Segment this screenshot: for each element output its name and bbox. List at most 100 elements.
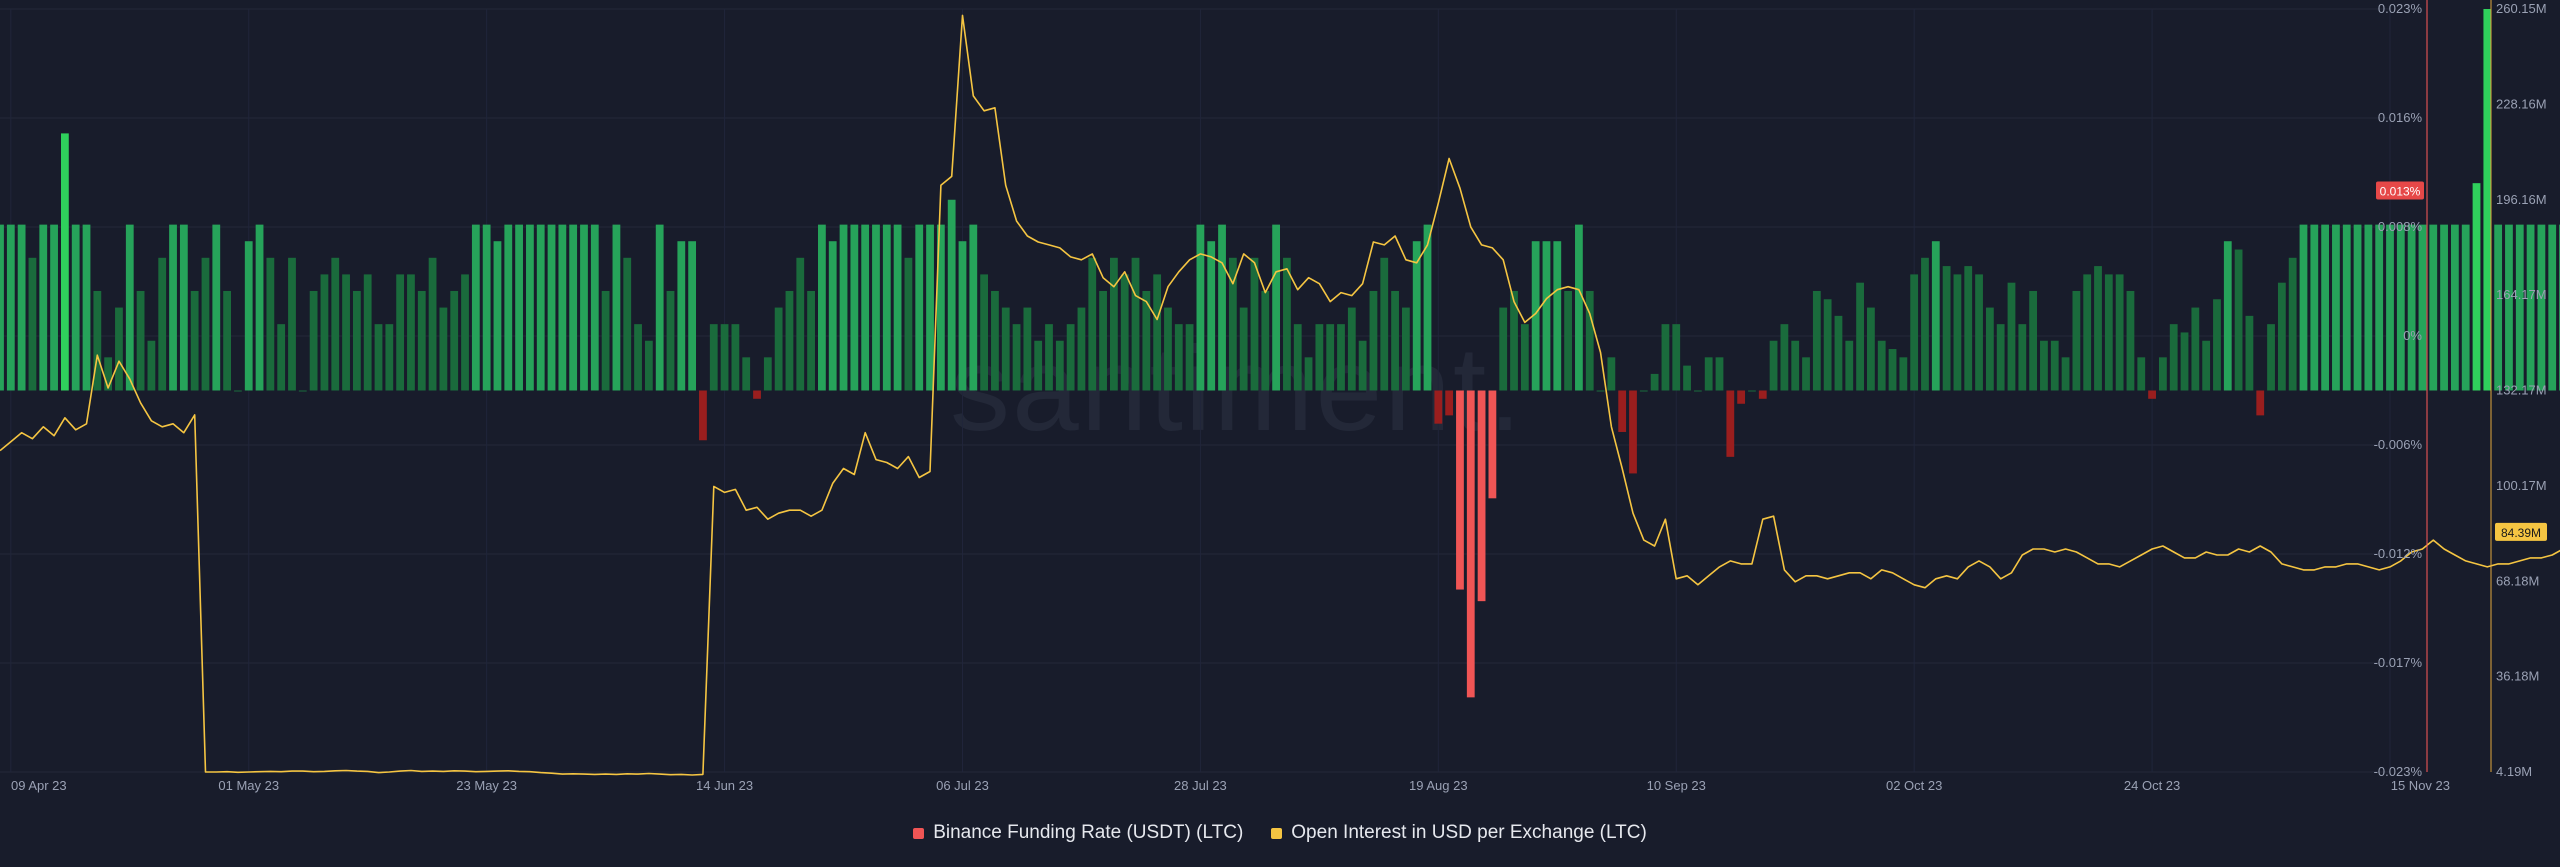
funding-rate-bar (1942, 266, 1951, 391)
funding-rate-bar (1542, 241, 1551, 391)
funding-rate-tick-label: 0.023% (2378, 1, 2423, 16)
funding-rate-bar (590, 224, 599, 391)
funding-rate-bar (1510, 290, 1518, 391)
funding-rate-bar (2440, 224, 2448, 391)
funding-rate-bar (471, 224, 480, 391)
funding-rate-bar (255, 224, 264, 391)
open-interest-tick-label: 228.16M (2496, 96, 2547, 111)
funding-rate-bar (1477, 390, 1486, 602)
funding-rate-bar (1174, 324, 1183, 391)
funding-rate-bar (1283, 257, 1291, 391)
funding-rate-bar (1218, 224, 1226, 391)
funding-rate-bar (115, 307, 123, 391)
x-tick-label: 19 Aug 23 (1409, 778, 1468, 793)
funding-rate-bar (2288, 257, 2297, 391)
funding-rate-tick-label: 0.016% (2378, 110, 2423, 125)
funding-rate-bar (1553, 241, 1562, 391)
funding-rate-bar (2299, 224, 2308, 391)
funding-rate-bar (2537, 224, 2546, 391)
funding-rate-bar (515, 224, 523, 391)
funding-rate-bar (1099, 290, 1107, 391)
funding-rate-bar (1412, 241, 1421, 391)
funding-rate-swatch (913, 827, 925, 839)
funding-rate-bar (1780, 324, 1789, 391)
funding-rate-bar (2396, 224, 2405, 391)
funding-rate-bar (2342, 224, 2351, 391)
funding-rate-bar (1315, 324, 1324, 391)
funding-rate-bar (634, 324, 642, 391)
funding-rate-bar (2234, 249, 2243, 391)
funding-rate-bar (1034, 340, 1043, 391)
funding-rate-bar (2050, 340, 2059, 391)
funding-rate-bar (1953, 274, 1962, 391)
funding-rate-bar (2526, 224, 2535, 391)
funding-rate-bar (1704, 357, 1713, 391)
x-tick-label: 06 Jul 23 (936, 778, 989, 793)
funding-rate-bar (742, 357, 751, 391)
funding-rate-bar (482, 224, 491, 391)
funding-rate-bar (1834, 315, 1843, 391)
funding-rate-bar (785, 290, 794, 391)
funding-rate-bar (655, 224, 664, 391)
funding-rate-bar (904, 257, 913, 391)
funding-rate-bar (1401, 307, 1410, 391)
funding-rate-bar (1618, 390, 1627, 432)
funding-rate-bar (2310, 224, 2319, 391)
funding-rate-bar (450, 290, 459, 391)
funding-rate-bar (1055, 340, 1064, 391)
funding-rate-bar (461, 274, 469, 391)
funding-rate-bar (147, 340, 156, 391)
funding-rate-bar (1391, 290, 1399, 391)
funding-rate-bar (872, 224, 880, 391)
funding-rate-tick-label: 0% (2403, 328, 2422, 343)
open-interest-tick-label: 132.17M (2496, 383, 2547, 398)
funding-rate-bar (2137, 357, 2146, 391)
funding-rate-bar (2472, 183, 2481, 391)
funding-rate-bar (1369, 290, 1378, 391)
funding-rate-tick-label: -0.012% (2374, 546, 2423, 561)
funding-rate-bar (1748, 390, 1756, 392)
funding-rate-bar (1877, 340, 1886, 391)
funding-rate-bar (926, 224, 934, 391)
funding-rate-bar (720, 324, 729, 391)
x-tick-label: 15 Nov 23 (2391, 778, 2450, 793)
funding-rate-bar (601, 290, 610, 391)
funding-rate-bar (331, 257, 340, 391)
funding-rate-bar (2083, 274, 2092, 391)
funding-rate-bar (2040, 340, 2048, 391)
funding-rate-bar (71, 224, 80, 391)
funding-rate-bar (2483, 9, 2492, 391)
funding-rate-bar (774, 307, 783, 391)
funding-rate-bar (1596, 390, 1605, 392)
funding-rate-bar (1023, 307, 1032, 391)
funding-rate-bar (1693, 390, 1702, 392)
funding-rate-tick-label: -0.017% (2374, 655, 2423, 670)
funding-rate-bar (536, 224, 545, 391)
funding-rate-bar (526, 224, 534, 391)
funding-rate-bar (731, 324, 740, 391)
funding-rate-bar (1380, 257, 1389, 391)
funding-rate-bar (1564, 290, 1572, 391)
funding-rate-bar (1921, 257, 1929, 391)
funding-rate-bar (828, 241, 837, 391)
funding-rate-bar (1715, 357, 1724, 391)
funding-rate-bar (1272, 224, 1281, 391)
funding-rate-bar (417, 290, 426, 391)
funding-rate-bar (385, 324, 394, 391)
funding-rate-bar (2429, 224, 2438, 391)
funding-rate-bar (1434, 390, 1443, 424)
funding-rate-bar (125, 224, 134, 391)
funding-rate-bar (558, 224, 567, 391)
funding-rate-bar (1975, 274, 1983, 391)
funding-rate-bar (1109, 257, 1118, 391)
funding-rate-bar (504, 224, 513, 391)
legend-item-open-interest[interactable]: Open Interest in USD per Exchange (LTC) (1271, 822, 1647, 844)
funding-rate-bar (936, 224, 945, 391)
funding-rate-bar (2159, 357, 2167, 391)
funding-rate-bar (1196, 224, 1205, 391)
funding-rate-bar (266, 257, 275, 391)
funding-rate-bar (1347, 307, 1356, 391)
funding-rate-bar (2148, 390, 2156, 399)
legend-item-funding-rate[interactable]: Binance Funding Rate (USDT) (LTC) (913, 822, 1243, 844)
funding-rate-bar (1737, 390, 1746, 404)
